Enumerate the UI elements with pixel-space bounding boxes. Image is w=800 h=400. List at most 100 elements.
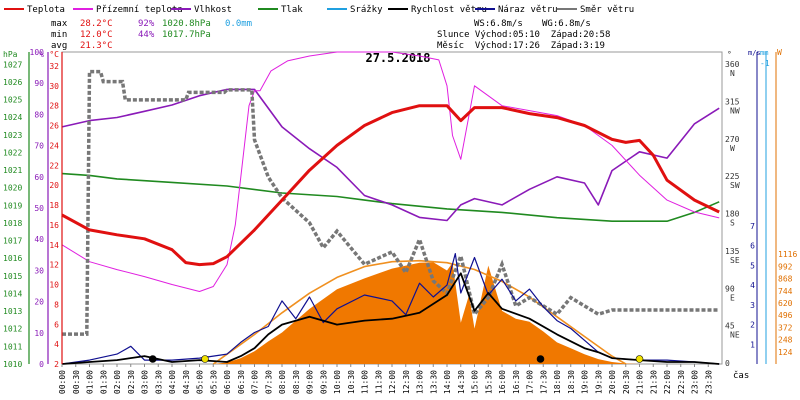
tick-temperature: 30	[49, 82, 59, 91]
sun-moon-marker	[536, 355, 545, 363]
x-tick-label: 14:00	[443, 370, 452, 394]
x-tick-label: 08:00	[278, 370, 287, 394]
tick-temperature: 4	[54, 340, 59, 349]
stat-avg-temp: 21.3°C	[80, 41, 113, 51]
tick-temperature: 32	[49, 62, 59, 71]
x-tick-label: 03:00	[141, 370, 150, 394]
x-tick-label: 13:00	[416, 370, 425, 394]
x-axis-label: čas	[733, 370, 749, 381]
tick-temperature: 14	[49, 241, 59, 250]
legend-label: Srážky	[350, 5, 383, 15]
x-tick-label: 20:00	[608, 370, 617, 394]
legend: Teplota Přízemní teplota Vlhkost Tlak Srážky…	[4, 5, 634, 15]
x-tick-label: 01:30	[99, 370, 108, 394]
x-tick-label: 19:30	[594, 370, 603, 394]
info-ws: WS:6.8m/s	[474, 19, 523, 29]
chart-title: 27.5.2018	[365, 51, 430, 65]
unit-direction: °	[727, 50, 732, 59]
tick-pressure: 1013	[3, 307, 22, 316]
tick-pressure: 1017	[3, 237, 22, 246]
tick-wind: 2	[750, 321, 755, 330]
tick-direction: 90	[725, 284, 735, 293]
tick-temperature: 16	[49, 221, 59, 230]
tick-wind: 7	[750, 222, 755, 231]
legend-label: Rychlost větru	[411, 5, 487, 15]
tick-temperature: 2	[54, 360, 59, 369]
stat-min-hum: 44%	[138, 30, 155, 40]
x-tick-label: 14:30	[457, 370, 466, 394]
x-tick-label: 03:30	[154, 370, 163, 394]
tick-humidity: 40	[34, 235, 44, 244]
tick-temperature: 20	[49, 181, 59, 190]
unit-rain: mm	[760, 49, 768, 57]
plot-area	[61, 51, 723, 365]
stat-min-label: min	[51, 30, 67, 40]
tick-direction: 315	[725, 97, 740, 106]
x-tick-label: 04:30	[182, 370, 191, 394]
tick-solar: 620	[778, 299, 793, 308]
tick-humidity: 10	[34, 329, 44, 338]
x-tick-label: 05:30	[209, 370, 218, 394]
series-dir	[62, 69, 720, 336]
unit-solar: W	[777, 48, 782, 57]
x-tick-label: 01:00	[86, 370, 95, 394]
legend-label: Přízemní teplota	[96, 5, 183, 15]
tick-solar: 124	[778, 348, 793, 357]
stat-min-press: 1017.7hPa	[162, 30, 211, 40]
x-tick-label: 18:00	[553, 370, 562, 394]
tick-temperature: 10	[49, 281, 59, 290]
tick-humidity: 70	[34, 142, 44, 151]
series-theory	[212, 259, 627, 365]
sun-moon-marker	[148, 355, 157, 363]
tick-pressure: 1024	[3, 113, 22, 122]
tick-humidity: 30	[34, 266, 44, 275]
tick-pressure: 1010	[3, 360, 22, 369]
tick-rain: -1	[760, 59, 770, 68]
tick-solar: 992	[778, 262, 793, 271]
tick-direction-label: SE	[730, 256, 740, 265]
series-solar	[62, 262, 720, 364]
x-tick-label: 00:00	[58, 370, 67, 394]
info-sun: Slunce Východ:05:10 Západ:20:58	[437, 30, 610, 40]
unit-wind: m/s	[748, 49, 761, 57]
x-tick-label: 15:30	[484, 370, 493, 394]
unit-pressure: hPa	[3, 50, 18, 59]
tick-direction: 360	[725, 60, 740, 69]
x-tick-label: 15:00	[471, 370, 480, 394]
tick-wind: 4	[750, 281, 755, 290]
tick-pressure: 1016	[3, 254, 22, 263]
legend-label: Teplota	[27, 5, 65, 15]
stat-max-hum: 92%	[138, 19, 155, 29]
tick-direction-label: SW	[730, 181, 740, 190]
tick-direction: 270	[725, 135, 740, 144]
axes: 1027102610251024102310221021102010191018…	[3, 48, 797, 394]
tick-direction: 225	[725, 172, 740, 181]
x-tick-label: 22:00	[663, 370, 672, 394]
tick-pressure: 1021	[3, 166, 22, 175]
tick-temperature: 28	[49, 102, 59, 111]
tick-temperature: 18	[49, 201, 59, 210]
x-tick-label: 13:30	[429, 370, 438, 394]
stat-max-rain: 0.0mm	[225, 19, 252, 29]
unit-temperature: °C	[49, 50, 59, 59]
tick-pressure: 1027	[3, 60, 22, 69]
series-press	[61, 172, 720, 222]
info-block: WS:6.8m/s WG:6.8m/s Slunce Východ:05:10 …	[437, 19, 610, 51]
series-temp	[61, 104, 720, 267]
x-tick-label: 11:30	[374, 370, 383, 394]
series-gust	[61, 253, 720, 365]
x-tick-label: 05:00	[196, 370, 205, 394]
tick-direction: 0	[725, 359, 730, 368]
legend-label: Náraz větru	[498, 5, 558, 15]
x-tick-label: 09:00	[306, 370, 315, 394]
tick-solar: 496	[778, 311, 793, 320]
x-tick-label: 21:00	[636, 370, 645, 394]
tick-direction: 45	[725, 322, 735, 331]
x-tick-label: 16:30	[512, 370, 521, 394]
stat-max-temp: 28.2°C	[80, 19, 113, 29]
tick-pressure: 1026	[3, 78, 22, 87]
x-tick-label: 02:30	[127, 370, 136, 394]
x-tick-label: 22:30	[677, 370, 686, 394]
tick-wind: 5	[750, 261, 755, 270]
